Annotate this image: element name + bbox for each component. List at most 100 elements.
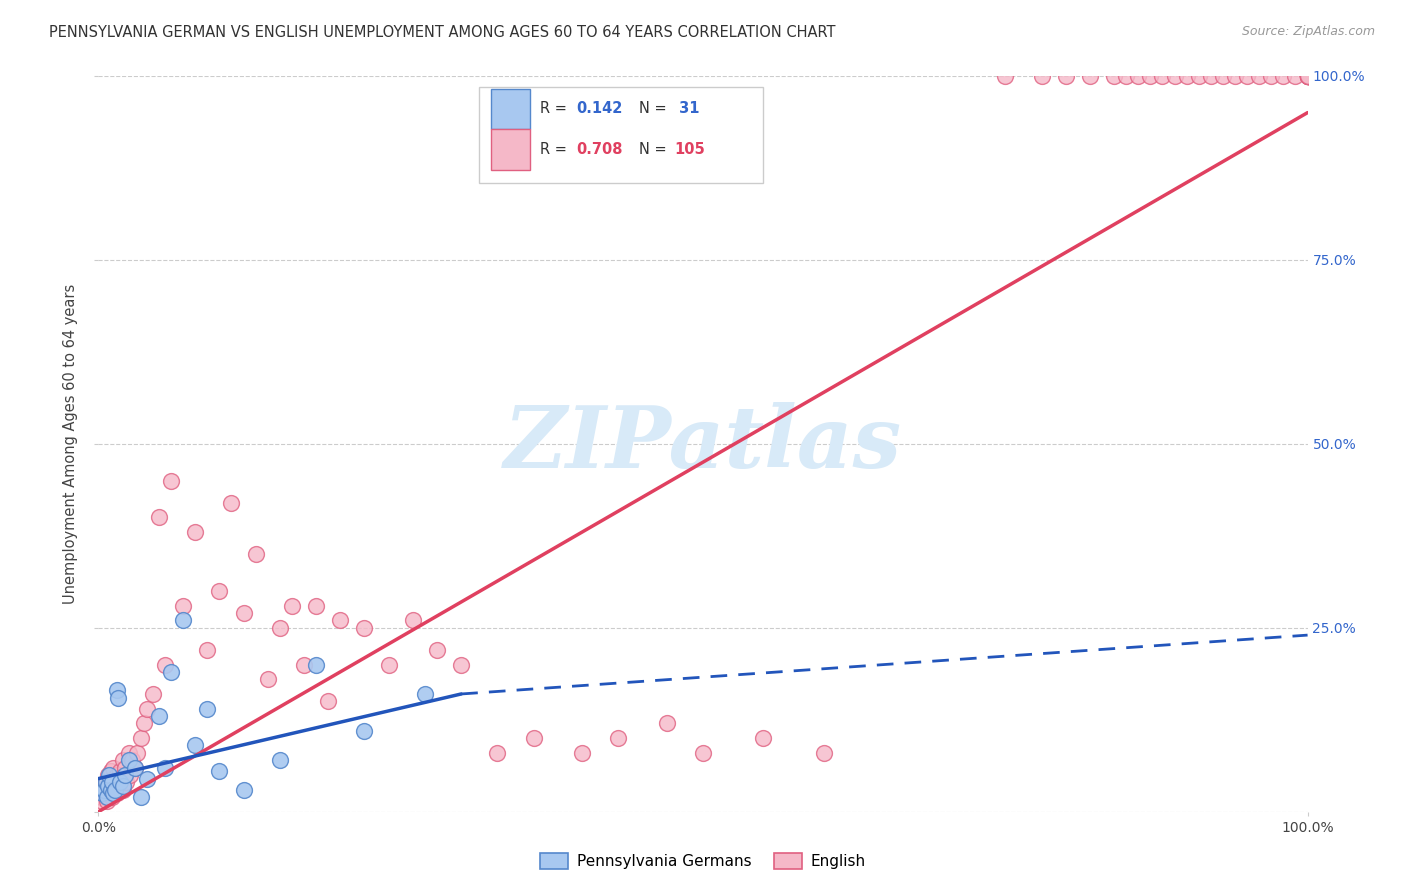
Point <box>221 496 243 510</box>
FancyBboxPatch shape <box>492 88 530 129</box>
Point <box>232 782 254 797</box>
Point <box>107 690 129 705</box>
Point <box>195 701 218 715</box>
Point <box>160 665 183 679</box>
Point <box>91 794 114 808</box>
Point <box>1152 69 1174 83</box>
Point <box>353 621 375 635</box>
Point <box>305 599 328 613</box>
Point <box>100 775 122 789</box>
Point <box>107 775 129 789</box>
Point <box>142 687 165 701</box>
Text: ZIPatlas: ZIPatlas <box>503 402 903 485</box>
Text: 31: 31 <box>673 102 699 117</box>
Point <box>1296 69 1319 83</box>
Point <box>1163 69 1185 83</box>
Point <box>110 772 132 786</box>
Point <box>105 768 128 782</box>
Point <box>486 746 509 760</box>
Point <box>1223 69 1246 83</box>
Point <box>1296 69 1319 83</box>
Point <box>148 709 170 723</box>
Point <box>105 786 128 800</box>
Text: PENNSYLVANIA GERMAN VS ENGLISH UNEMPLOYMENT AMONG AGES 60 TO 64 YEARS CORRELATIO: PENNSYLVANIA GERMAN VS ENGLISH UNEMPLOYM… <box>49 25 835 40</box>
Point <box>100 782 122 797</box>
Point <box>111 779 134 793</box>
Point <box>413 687 436 701</box>
Point <box>281 599 304 613</box>
FancyBboxPatch shape <box>479 87 763 183</box>
Point <box>1296 69 1319 83</box>
Point <box>94 775 117 789</box>
Point <box>1128 69 1150 83</box>
Point <box>97 790 120 805</box>
Point <box>111 782 134 797</box>
Point <box>153 657 176 672</box>
Point <box>121 753 143 767</box>
Point <box>114 760 136 774</box>
Point <box>1296 69 1319 83</box>
Point <box>96 794 118 808</box>
Point <box>90 790 112 805</box>
Point <box>329 614 352 628</box>
Point <box>1139 69 1161 83</box>
Point <box>607 731 630 746</box>
Point <box>994 69 1017 83</box>
Point <box>208 764 231 779</box>
Point <box>129 790 152 805</box>
Point <box>115 775 138 789</box>
Point <box>184 739 207 753</box>
Point <box>353 723 375 738</box>
Text: Source: ZipAtlas.com: Source: ZipAtlas.com <box>1241 25 1375 38</box>
Point <box>98 775 121 789</box>
Point <box>124 760 146 774</box>
Point <box>752 731 775 746</box>
Point <box>91 782 114 797</box>
Point <box>655 716 678 731</box>
Point <box>91 786 114 800</box>
Point <box>103 775 125 789</box>
Text: N =: N = <box>638 142 671 157</box>
Point <box>118 768 141 782</box>
Point <box>160 474 183 488</box>
Point <box>1284 69 1306 83</box>
Text: R =: R = <box>540 142 571 157</box>
Point <box>135 701 157 715</box>
Point <box>97 768 120 782</box>
Point <box>256 673 278 687</box>
Point <box>100 772 122 786</box>
Point <box>1212 69 1234 83</box>
Point <box>269 621 291 635</box>
Point <box>208 583 231 598</box>
Point <box>232 606 254 620</box>
Point <box>93 782 115 797</box>
Point <box>118 746 141 760</box>
Legend: Pennsylvania Germans, English: Pennsylvania Germans, English <box>534 847 872 875</box>
Point <box>1188 69 1211 83</box>
Point <box>129 731 152 746</box>
Point <box>105 683 128 698</box>
Point <box>269 753 291 767</box>
Point <box>172 614 194 628</box>
Point <box>172 599 194 613</box>
Point <box>1296 69 1319 83</box>
Point <box>523 731 546 746</box>
Point <box>1236 69 1258 83</box>
Point <box>108 764 131 779</box>
Point <box>571 746 593 760</box>
Point <box>1296 69 1319 83</box>
Point <box>1260 69 1282 83</box>
Point <box>692 746 714 760</box>
Point <box>1272 69 1295 83</box>
Point <box>135 772 157 786</box>
Y-axis label: Unemployment Among Ages 60 to 64 years: Unemployment Among Ages 60 to 64 years <box>63 284 79 604</box>
Point <box>1199 69 1222 83</box>
Point <box>98 786 121 800</box>
Point <box>101 779 124 793</box>
Text: R =: R = <box>540 102 571 117</box>
Text: 0.142: 0.142 <box>576 102 623 117</box>
Point <box>1054 69 1077 83</box>
Point <box>245 547 267 561</box>
Point <box>1175 69 1198 83</box>
Point <box>1296 69 1319 83</box>
